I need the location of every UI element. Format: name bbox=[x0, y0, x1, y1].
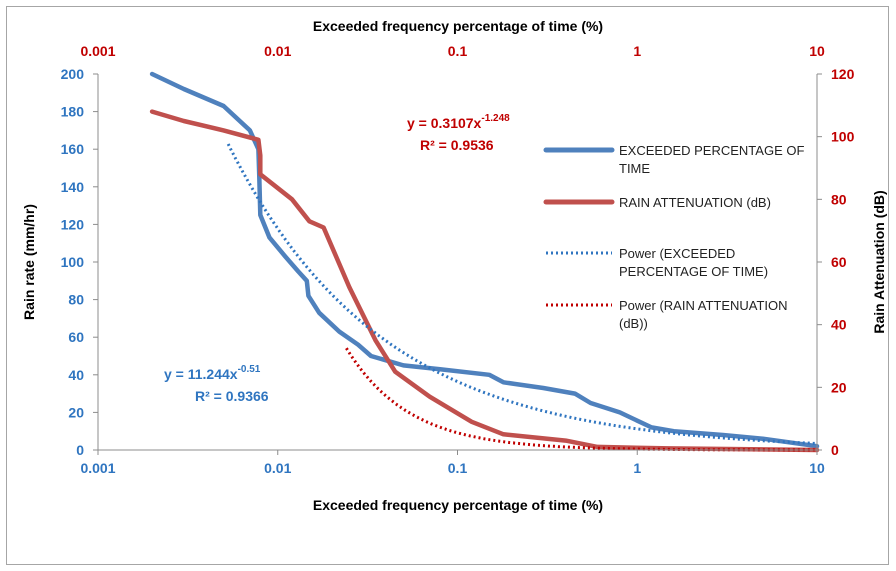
legend: EXCEEDED PERCENTAGE OF TIME RAIN ATTENUA… bbox=[543, 143, 804, 331]
y-left-tick-label: 160 bbox=[61, 141, 85, 157]
y-right-tick-label: 120 bbox=[831, 66, 855, 82]
x-top-tick-label: 0.001 bbox=[80, 43, 115, 59]
x-top-tick-label: 0.01 bbox=[264, 43, 291, 59]
legend-label-exceeded-2: TIME bbox=[619, 161, 650, 176]
bottom-axis-title: Exceeded frequency percentage of time (%… bbox=[313, 497, 603, 513]
y-left-tick-label: 20 bbox=[68, 404, 84, 420]
axis-layer: 0.001 0.01 0.1 1 100.001 0.01 0.1 1 100204060801… bbox=[61, 43, 855, 476]
x-top-tick-label: 1 bbox=[633, 43, 641, 59]
y-right-tick-label: 20 bbox=[831, 379, 847, 395]
y-right-tick-label: 80 bbox=[831, 191, 847, 207]
red-equation-exponent: -1.248 bbox=[481, 113, 510, 124]
y-left-tick-label: 40 bbox=[68, 367, 84, 383]
series-line-3 bbox=[226, 143, 818, 445]
y-left-tick-label: 140 bbox=[61, 179, 85, 195]
y-left-tick-label: 180 bbox=[61, 104, 85, 120]
blue-equation-main: y = 11.244x bbox=[164, 366, 238, 382]
x-top-tick-label: 10 bbox=[809, 43, 825, 59]
x-bottom-tick-label: 0.1 bbox=[448, 460, 468, 476]
y-left-tick-label: 80 bbox=[68, 292, 84, 308]
legend-label-exceeded-1: EXCEEDED PERCENTAGE OF bbox=[619, 143, 804, 158]
blue-equation: y = 11.244x-0.51 bbox=[164, 364, 261, 382]
y-right-tick-label: 60 bbox=[831, 254, 847, 270]
left-axis-title: Rain rate (mm/hr) bbox=[21, 204, 37, 320]
x-bottom-tick-label: 0.01 bbox=[264, 460, 291, 476]
blue-equation-exponent: -0.51 bbox=[238, 364, 261, 375]
legend-label-power-exceeded-1: Power (EXCEEDED bbox=[619, 246, 735, 261]
y-left-tick-label: 60 bbox=[68, 329, 84, 345]
x-bottom-tick-label: 10 bbox=[809, 460, 825, 476]
y-right-tick-label: 40 bbox=[831, 317, 847, 333]
top-axis-title: Exceeded frequency percentage of time (%… bbox=[313, 18, 603, 34]
legend-label-rain: RAIN ATTENUATION (dB) bbox=[619, 195, 771, 210]
y-left-tick-label: 120 bbox=[61, 216, 85, 232]
legend-label-power-rain-1: Power (RAIN ATTENUATION bbox=[619, 298, 788, 313]
red-r2: R² = 0.9536 bbox=[420, 137, 494, 153]
legend-label-power-exceeded-2: PERCENTAGE OF TIME) bbox=[619, 264, 768, 279]
blue-r2: R² = 0.9366 bbox=[195, 388, 269, 404]
y-left-tick-label: 200 bbox=[61, 66, 85, 82]
y-right-tick-label: 0 bbox=[831, 442, 839, 458]
red-equation: y = 0.3107x-1.248 bbox=[407, 113, 510, 131]
y-left-tick-label: 0 bbox=[76, 442, 84, 458]
x-bottom-tick-label: 0.001 bbox=[80, 460, 115, 476]
y-left-tick-label: 100 bbox=[61, 254, 85, 270]
legend-label-power-rain-2: (dB)) bbox=[619, 316, 648, 331]
right-axis-title: Rain Attenuation (dB) bbox=[871, 190, 887, 333]
red-equation-main: y = 0.3107x bbox=[407, 115, 482, 131]
chart-border bbox=[6, 6, 889, 565]
y-right-tick-label: 100 bbox=[831, 129, 855, 145]
series-line-2 bbox=[149, 109, 820, 453]
x-top-tick-label: 0.1 bbox=[448, 43, 468, 59]
x-bottom-tick-label: 1 bbox=[633, 460, 641, 476]
